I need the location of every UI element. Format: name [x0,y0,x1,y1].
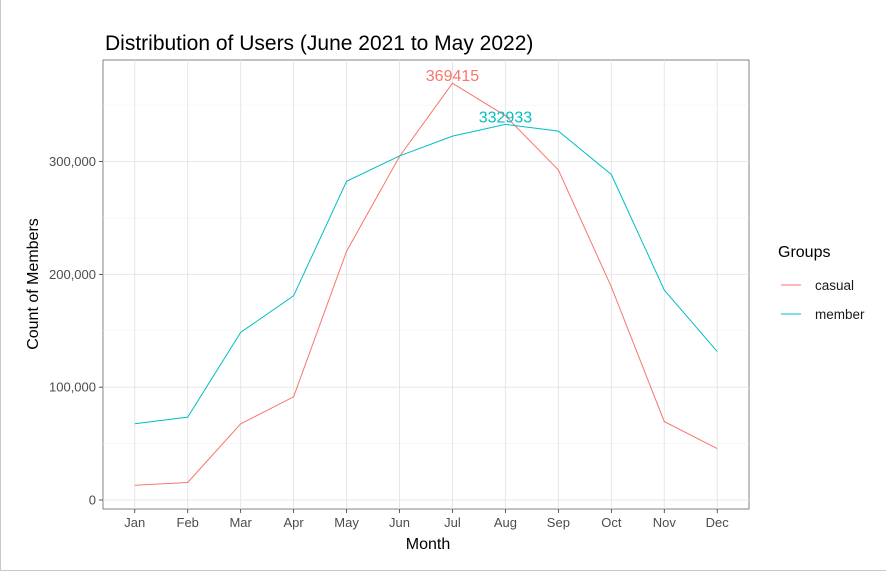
series-line-member [134,123,718,425]
x-tick-label: Feb [177,515,199,530]
legend: Groups casual member [778,244,865,322]
peak-label-member: 332933 [479,109,532,126]
y-axis-title: Count of Members [25,218,42,350]
legend-label-member: member [815,307,865,322]
peak-label-casual: 369415 [426,68,479,85]
x-tick-label: Mar [229,515,252,530]
x-tick-label: Dec [706,515,730,530]
x-axis-title: Month [406,536,450,553]
x-tick-label: Apr [284,515,305,530]
x-tick-label: Jun [389,515,410,530]
y-tick-label: 300,000 [49,154,96,169]
x-tick-label: Nov [653,515,677,530]
series-line-casual [134,82,718,486]
plot-panel [102,59,750,510]
x-tick-label: Jan [124,515,145,530]
series-lines [134,82,718,486]
y-tick-label: 200,000 [49,267,96,282]
x-tick-label: May [334,515,359,530]
x-tick-label: Sep [547,515,570,530]
x-axis: Jan Feb Mar Apr May Jun Jul Aug Sep Oct Nov Dec [124,509,729,530]
x-tick-label: Oct [601,515,622,530]
y-tick-label: 0 [89,492,96,507]
legend-label-casual: casual [815,278,854,293]
y-axis: 0 100,000 200,000 300,000 [49,154,103,507]
grid-lines [103,60,749,509]
x-tick-label: Jul [444,515,461,530]
legend-title: Groups [778,244,830,261]
y-tick-label: 100,000 [49,380,96,395]
x-tick-label: Aug [494,515,517,530]
chart-title: Distribution of Users (June 2021 to May … [105,32,533,55]
peak-annotations: 369415 332933 [426,68,532,126]
